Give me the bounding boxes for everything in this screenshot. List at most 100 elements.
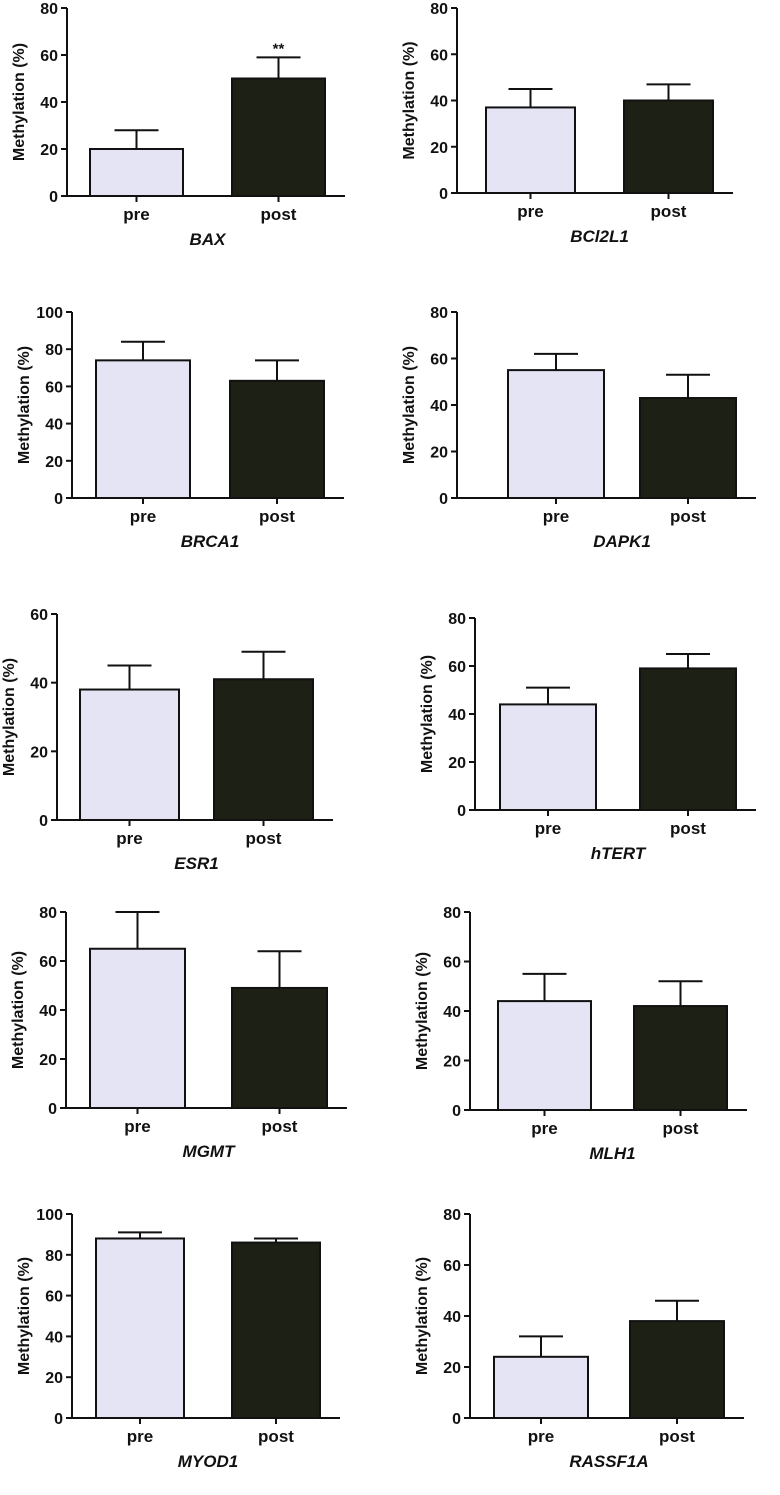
bar-post [639, 397, 737, 499]
y-tick-label: 80 [45, 1248, 63, 1265]
y-tick-label: 0 [439, 491, 448, 508]
y-tick-label: 40 [45, 417, 63, 434]
y-tick-label: 0 [452, 1103, 461, 1120]
y-tick-label: 100 [36, 1207, 63, 1224]
chart-svg: 0 20 40 60 80 Methylation (%) pre post [401, 1, 733, 221]
chart-panel-dapk1: 0 20 40 60 80 Methylation (%) pre post DAPK1 [390, 300, 780, 595]
bar-post [213, 678, 314, 821]
chart-svg: 0 20 40 60 Methylation (%) pre post [1, 607, 333, 848]
y-tick-label: 60 [430, 352, 448, 369]
y-axis-label: Methylation (%) [1, 658, 18, 776]
bar-pre [95, 359, 191, 499]
y-tick-label: 20 [39, 1052, 57, 1069]
chart-panel-mlh1: 0 20 40 60 80 Methylation (%) pre post MLH1 [390, 904, 780, 1199]
y-tick-label: 80 [39, 905, 57, 922]
y-tick-label: 20 [30, 744, 48, 761]
y-tick-label: 20 [45, 1370, 63, 1387]
y-tick-label: 60 [45, 379, 63, 396]
y-tick-label: 60 [443, 1258, 461, 1275]
y-tick-label: 40 [443, 1004, 461, 1021]
chart-panel-myod1: 0 20 40 60 80 100 Methylation (%) pre post MYOD1 [0, 1200, 390, 1495]
y-tick-label: 80 [430, 1, 448, 18]
chart-panel-bcl2l1: 0 20 40 60 80 Methylation (%) pre post BCl2L1 [390, 0, 780, 295]
y-tick-label: 80 [443, 1207, 461, 1224]
bar-pre [485, 106, 576, 194]
y-tick-label: 80 [443, 905, 461, 922]
y-tick-label: 60 [448, 659, 466, 676]
x-tick-label-post: post [663, 1119, 699, 1138]
bar-post [639, 667, 737, 812]
x-tick-label-post: post [258, 1427, 294, 1446]
y-axis-label: Methylation (%) [16, 346, 33, 464]
gene-label: MLH1 [589, 1144, 636, 1163]
y-tick-label: 60 [39, 954, 57, 971]
y-tick-label: 0 [49, 189, 58, 206]
chart-svg: 0 20 40 60 80 Methylation (%) pre post [414, 1207, 744, 1446]
bar-post [231, 986, 328, 1109]
x-tick-label-pre: pre [124, 1117, 150, 1136]
x-tick-label-pre: pre [130, 507, 156, 526]
x-tick-label-post: post [670, 819, 706, 838]
y-axis-label: Methylation (%) [11, 43, 28, 161]
x-tick-label-pre: pre [535, 819, 561, 838]
gene-label: hTERT [590, 844, 646, 863]
bar-post [629, 1320, 725, 1419]
x-tick-label-pre: pre [123, 205, 149, 224]
y-tick-label: 20 [45, 454, 63, 471]
y-tick-label: 40 [40, 95, 58, 112]
x-tick-label-post: post [246, 829, 282, 848]
chart-svg: 0 20 40 60 80 Methylation (%) pre post [10, 905, 347, 1136]
x-tick-label-post: post [262, 1117, 298, 1136]
bar-pre [89, 148, 184, 197]
y-axis-label: Methylation (%) [419, 655, 436, 773]
bar-pre [79, 688, 180, 821]
chart-svg: 0 20 40 60 80 Methylation (%) pre post [401, 305, 756, 526]
gene-label: RASSF1A [569, 1452, 649, 1471]
gene-label: BCl2L1 [570, 227, 629, 246]
y-tick-label: 40 [39, 1003, 57, 1020]
x-tick-label-post: post [261, 205, 297, 224]
y-tick-label: 40 [443, 1309, 461, 1326]
bar-pre [499, 703, 597, 811]
chart-panel-bax: 0 20 40 60 80 Methylation (%) pre post ** BAX [0, 0, 390, 295]
y-tick-label: 40 [45, 1329, 63, 1346]
y-tick-label: 0 [439, 186, 448, 203]
y-tick-label: 80 [430, 305, 448, 322]
gene-label: ESR1 [174, 854, 219, 873]
y-tick-label: 20 [430, 140, 448, 157]
bar-post [623, 99, 714, 194]
x-tick-label-post: post [259, 507, 295, 526]
chart-panel-esr1: 0 20 40 60 Methylation (%) pre post ESR1 [0, 607, 390, 903]
bar-pre [507, 369, 605, 499]
y-tick-label: 40 [430, 398, 448, 415]
y-axis-label: Methylation (%) [414, 1257, 431, 1375]
bar-pre [95, 1237, 185, 1420]
chart-svg: 0 20 40 60 80 Methylation (%) pre post ** [11, 1, 345, 224]
y-tick-label: 60 [430, 47, 448, 64]
y-tick-label: 0 [54, 491, 63, 508]
x-tick-label-pre: pre [531, 1119, 557, 1138]
y-tick-label: 0 [39, 813, 48, 830]
y-tick-label: 60 [443, 955, 461, 972]
y-tick-label: 0 [452, 1411, 461, 1428]
x-tick-label-pre: pre [517, 202, 543, 221]
y-tick-label: 40 [448, 707, 466, 724]
bar-post [231, 1241, 321, 1420]
y-tick-label: 60 [40, 48, 58, 65]
gene-label: MGMT [182, 1142, 235, 1161]
chart-svg: 0 20 40 60 80 Methylation (%) pre post [414, 905, 747, 1138]
y-tick-label: 80 [40, 1, 58, 18]
significance-annotation: ** [273, 40, 285, 57]
x-tick-label-pre: pre [116, 829, 142, 848]
gene-label: MYOD1 [177, 1452, 239, 1471]
bar-pre [89, 947, 186, 1109]
y-axis-label: Methylation (%) [401, 346, 418, 464]
chart-svg: 0 20 40 60 80 Methylation (%) pre post [419, 611, 756, 838]
bar-post [231, 77, 326, 197]
chart-panel-htert: 0 20 40 60 80 Methylation (%) pre post hTERT [390, 608, 780, 903]
chart-panel-brca1: 0 20 40 60 80 100 Methylation (%) pre post BRCA1 [0, 300, 390, 595]
y-tick-label: 80 [448, 611, 466, 628]
y-tick-label: 20 [40, 142, 58, 159]
y-axis-label: Methylation (%) [401, 41, 418, 159]
